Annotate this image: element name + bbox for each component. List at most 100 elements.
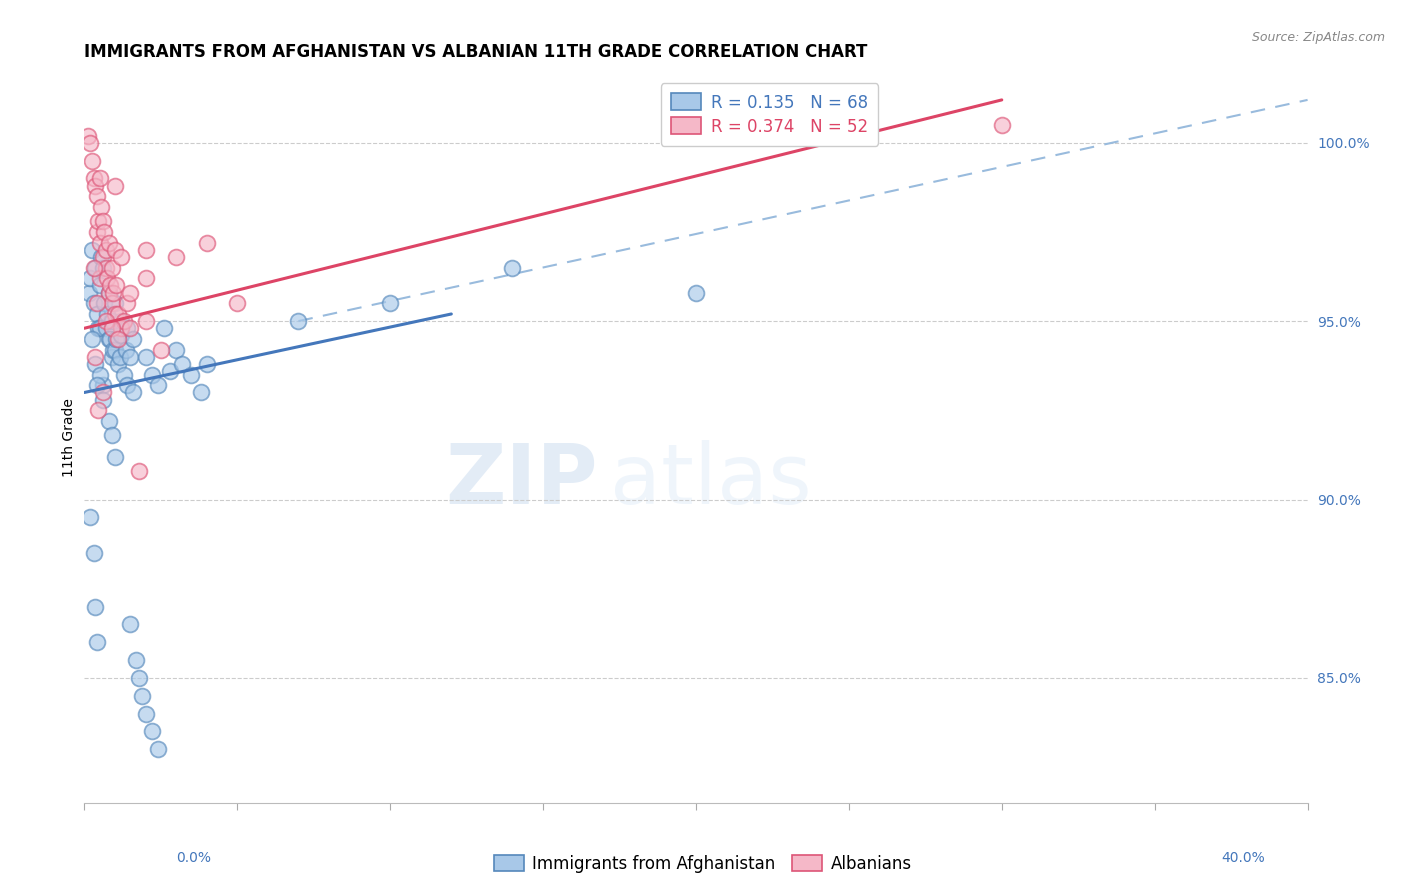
Point bbox=[101, 428, 124, 442]
Point bbox=[94, 314, 117, 328]
Point bbox=[79, 510, 101, 524]
Point bbox=[685, 285, 707, 300]
Point bbox=[89, 321, 111, 335]
Point bbox=[128, 464, 150, 478]
Point bbox=[165, 343, 187, 357]
Point bbox=[86, 189, 108, 203]
Point bbox=[98, 332, 121, 346]
Point bbox=[135, 243, 157, 257]
Point bbox=[107, 357, 129, 371]
Point bbox=[226, 296, 249, 310]
Point bbox=[94, 243, 117, 257]
Point bbox=[502, 260, 524, 275]
Point bbox=[135, 271, 157, 285]
Point bbox=[91, 214, 114, 228]
Point bbox=[125, 653, 148, 667]
Point bbox=[380, 296, 402, 310]
Point bbox=[190, 385, 212, 400]
Point bbox=[79, 136, 101, 150]
Point bbox=[96, 307, 118, 321]
Point bbox=[89, 278, 111, 293]
Point bbox=[86, 225, 108, 239]
Point bbox=[287, 314, 309, 328]
Point bbox=[84, 178, 107, 193]
Point bbox=[107, 307, 129, 321]
Point bbox=[112, 368, 135, 382]
Point bbox=[153, 321, 176, 335]
Point bbox=[104, 343, 127, 357]
Point bbox=[104, 243, 127, 257]
Point bbox=[114, 343, 136, 357]
Point bbox=[115, 378, 138, 392]
Point bbox=[159, 364, 181, 378]
Point bbox=[120, 321, 142, 335]
Point bbox=[107, 332, 129, 346]
Point bbox=[91, 378, 114, 392]
Point bbox=[146, 742, 169, 756]
Point bbox=[83, 171, 105, 186]
Point bbox=[135, 706, 157, 721]
Point bbox=[991, 118, 1014, 132]
Point bbox=[91, 392, 114, 407]
Point bbox=[91, 260, 114, 275]
Point bbox=[104, 450, 127, 464]
Point bbox=[101, 314, 124, 328]
Point bbox=[83, 296, 105, 310]
Point bbox=[77, 285, 100, 300]
Point bbox=[86, 378, 108, 392]
Point bbox=[83, 546, 105, 560]
Point bbox=[149, 343, 172, 357]
Point bbox=[110, 321, 132, 335]
Point bbox=[97, 414, 120, 428]
Point bbox=[90, 250, 112, 264]
Point bbox=[108, 350, 131, 364]
Point bbox=[101, 296, 124, 310]
Point bbox=[86, 307, 108, 321]
Text: ZIP: ZIP bbox=[446, 441, 598, 522]
Point bbox=[172, 357, 194, 371]
Point bbox=[103, 343, 125, 357]
Point bbox=[89, 271, 111, 285]
Point bbox=[103, 285, 125, 300]
Point bbox=[105, 332, 128, 346]
Point bbox=[89, 235, 111, 250]
Point bbox=[195, 357, 218, 371]
Text: Source: ZipAtlas.com: Source: ZipAtlas.com bbox=[1251, 31, 1385, 45]
Point bbox=[135, 350, 157, 364]
Point bbox=[110, 314, 132, 328]
Point bbox=[83, 260, 105, 275]
Text: IMMIGRANTS FROM AFGHANISTAN VS ALBANIAN 11TH GRADE CORRELATION CHART: IMMIGRANTS FROM AFGHANISTAN VS ALBANIAN … bbox=[84, 44, 868, 62]
Point bbox=[135, 314, 157, 328]
Point bbox=[128, 671, 150, 685]
Point bbox=[84, 357, 107, 371]
Text: atlas: atlas bbox=[610, 441, 813, 522]
Point bbox=[110, 250, 132, 264]
Point bbox=[120, 350, 142, 364]
Point bbox=[146, 378, 169, 392]
Point bbox=[89, 171, 111, 186]
Point bbox=[80, 153, 103, 168]
Point bbox=[115, 296, 138, 310]
Point bbox=[91, 250, 114, 264]
Point bbox=[87, 321, 110, 335]
Point bbox=[79, 271, 101, 285]
Point bbox=[77, 128, 100, 143]
Point bbox=[87, 214, 110, 228]
Point bbox=[87, 403, 110, 417]
Point bbox=[112, 314, 135, 328]
Point bbox=[97, 332, 120, 346]
Legend: R = 0.135   N = 68, R = 0.374   N = 52: R = 0.135 N = 68, R = 0.374 N = 52 bbox=[661, 83, 877, 145]
Point bbox=[97, 285, 120, 300]
Point bbox=[141, 368, 163, 382]
Point bbox=[101, 321, 124, 335]
Point bbox=[94, 321, 117, 335]
Point bbox=[86, 635, 108, 649]
Point bbox=[180, 368, 202, 382]
Point bbox=[110, 328, 132, 343]
Point bbox=[165, 250, 187, 264]
Point bbox=[120, 617, 142, 632]
Point bbox=[94, 260, 117, 275]
Point bbox=[90, 200, 112, 214]
Point bbox=[89, 368, 111, 382]
Text: 0.0%: 0.0% bbox=[176, 851, 211, 865]
